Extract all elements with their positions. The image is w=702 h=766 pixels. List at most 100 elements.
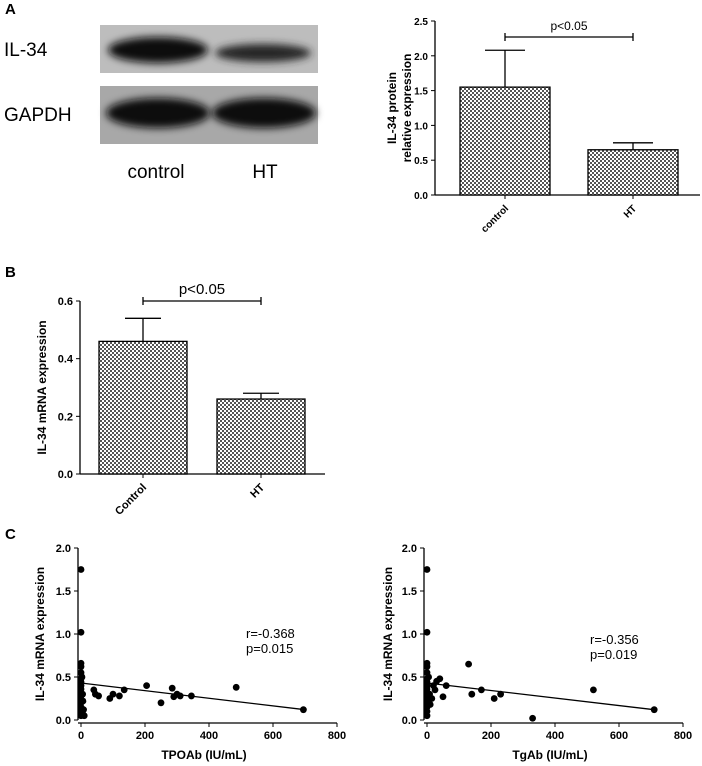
data-point: [428, 695, 436, 702]
data-point: [77, 628, 85, 636]
data-point: [436, 675, 444, 683]
data-point: [478, 686, 485, 694]
blot-col-label-control: control: [127, 162, 184, 183]
y-tick-label: 0.0: [402, 715, 417, 727]
x-tick-label: 0: [424, 730, 430, 742]
data-point: [529, 714, 536, 722]
data-point: [423, 663, 431, 671]
data-point: [423, 712, 431, 720]
bar-ht: [216, 398, 306, 475]
x-tick-label: HT: [622, 203, 639, 220]
data-point: [188, 692, 195, 700]
bar-ht: [587, 149, 679, 196]
data-point: [439, 693, 447, 701]
y-tick-label: 0.4: [58, 354, 74, 366]
bar-control: [98, 340, 188, 475]
band-gapdh-ht: [212, 98, 316, 128]
data-point: [79, 690, 86, 698]
y-tick-label: 1.5: [414, 87, 428, 98]
data-point: [426, 701, 434, 708]
data-point: [490, 695, 498, 702]
x-tick-label: 400: [200, 730, 218, 742]
data-point: [468, 690, 476, 698]
data-point: [120, 686, 128, 694]
data-point: [143, 682, 151, 689]
y-tick-label: 0.6: [58, 296, 73, 308]
x-axis-label: TPOAb (IU/mL): [161, 748, 246, 762]
x-tick-label: 600: [264, 730, 282, 742]
data-point: [300, 706, 307, 714]
significance-label: p<0.05: [550, 19, 587, 33]
y-tick-label: 1.0: [56, 629, 71, 641]
x-tick-label: 0: [78, 730, 84, 742]
panel-label-b: B: [5, 264, 16, 281]
band-il34-control: [108, 37, 208, 63]
x-tick-label: 800: [674, 730, 692, 742]
y-tick-label: 0.5: [414, 156, 428, 167]
x-tick-label: 400: [546, 730, 564, 742]
data-point: [442, 682, 450, 689]
y-tick-label: 1.5: [402, 586, 417, 598]
y-tick-label: 1.0: [402, 629, 417, 641]
x-tick-label: 200: [482, 730, 500, 742]
x-tick-label: Control: [113, 482, 149, 518]
chart-c-tgab-scatter: 0.0 0.5 1.0 1.5 2.0 0 200 400 600 800 IL-34 mRNA e…: [381, 543, 692, 762]
data-point: [109, 690, 117, 698]
data-point: [116, 692, 123, 700]
y-tick-label: 0.0: [56, 715, 71, 727]
y-axis-label: IL-34 mRNA expression: [381, 567, 395, 701]
chart-a-bar: 0.0 0.5 1.0 1.5 2.0 2.5 control HT IL-34 protein…: [385, 17, 700, 235]
y-tick-label: 0.2: [58, 411, 73, 423]
chart-c-tpoab-scatter: 0.0 0.5 1.0 1.5 2.0 0 200 400 600 800 IL-34 mRNA e…: [33, 543, 346, 762]
data-point: [176, 692, 184, 700]
y-axis-label: relative expression: [400, 54, 414, 163]
correlation-annotation: p=0.015: [246, 641, 293, 656]
y-tick-label: 2.0: [56, 543, 71, 555]
y-axis-label: IL-34 mRNA expression: [33, 567, 47, 701]
data-point: [168, 684, 176, 692]
correlation-annotation: p=0.019: [590, 647, 637, 662]
data-point: [465, 660, 472, 668]
correlation-annotation: r=-0.356: [590, 632, 639, 647]
x-tick-label: HT: [248, 481, 267, 500]
significance-label: p<0.05: [179, 281, 225, 298]
data-point: [77, 566, 85, 573]
bar-control: [459, 86, 551, 196]
y-axis-label: IL-34 protein: [385, 72, 399, 144]
y-tick-label: 2.0: [414, 52, 428, 63]
data-point: [590, 686, 597, 694]
chart-b-bar: 0.0 0.2 0.4 0.6 Control HT IL-34 mRNA expressi…: [35, 281, 325, 518]
data-point: [650, 706, 658, 714]
y-tick-label: 1.5: [56, 586, 71, 598]
x-tick-label: 800: [328, 730, 346, 742]
blot-row-label-il34: IL-34: [4, 40, 48, 61]
y-tick-label: 0.0: [58, 469, 73, 481]
correlation-annotation: r=-0.368: [246, 626, 295, 641]
blot-col-label-ht: HT: [252, 162, 278, 183]
band-il34-ht: [215, 44, 311, 62]
data-point: [79, 697, 87, 705]
x-tick-label: 600: [610, 730, 628, 742]
data-point: [95, 692, 102, 700]
x-axis-label: TgAb (IU/mL): [512, 748, 587, 762]
data-point: [80, 706, 87, 714]
panel-label-c: C: [5, 526, 16, 543]
data-point: [423, 566, 431, 573]
data-point: [497, 690, 504, 698]
data-point: [232, 683, 240, 691]
y-tick-label: 0.5: [56, 672, 71, 684]
panel-label-a: A: [5, 1, 16, 18]
y-tick-label: 2.0: [402, 543, 417, 555]
x-tick-label: 200: [136, 730, 154, 742]
y-tick-label: 2.5: [414, 17, 428, 28]
data-point: [423, 628, 431, 636]
regression-line: [426, 682, 655, 711]
y-axis-label: IL-34 mRNA expression: [35, 320, 49, 454]
data-point: [157, 699, 165, 707]
x-tick-label: control: [479, 203, 511, 235]
y-tick-label: 0.0: [414, 191, 428, 202]
band-gapdh-control: [106, 98, 210, 128]
data-point: [78, 673, 86, 681]
data-point: [431, 686, 439, 694]
